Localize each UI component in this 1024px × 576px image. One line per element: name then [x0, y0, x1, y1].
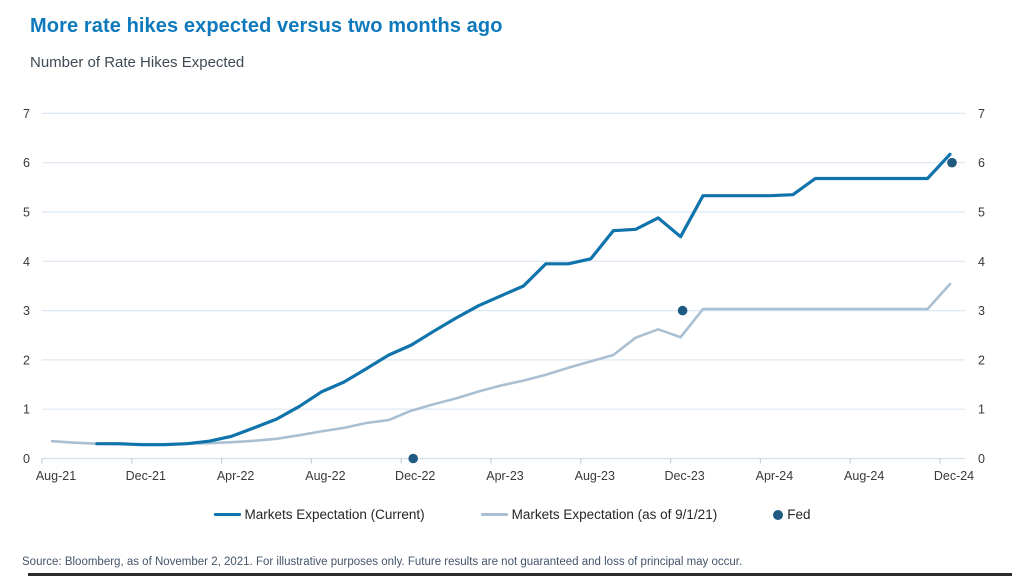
y-axis-label-left: 6 — [23, 156, 30, 170]
legend-label-markets-prior: Markets Expectation (as of 9/1/21) — [511, 507, 718, 522]
fed-dot-swatch-icon — [773, 509, 784, 520]
y-axis-label-right: 7 — [978, 107, 985, 121]
y-axis-label-right: 1 — [978, 403, 985, 417]
y-axis-label-left: 1 — [23, 403, 30, 417]
bottom-divider-bar — [28, 573, 1012, 576]
y-axis-label-right: 2 — [978, 353, 985, 367]
x-axis-label: Dec-24 — [934, 469, 974, 483]
legend-item-fed: Fed — [773, 507, 810, 522]
page-title: More rate hikes expected versus two mont… — [30, 15, 503, 37]
x-axis-label: Apr-22 — [217, 469, 255, 483]
x-axis-label: Aug-23 — [575, 469, 615, 483]
fed-dot — [408, 453, 419, 464]
legend-item-markets-prior: Markets Expectation (as of 9/1/21) — [480, 507, 718, 522]
legend-label-fed: Fed — [787, 507, 811, 522]
x-axis-label: Aug-24 — [844, 469, 884, 483]
fed-dot — [677, 305, 688, 316]
y-axis-label-right: 5 — [978, 206, 985, 220]
x-axis-label: Dec-23 — [664, 469, 704, 483]
y-axis-label-left: 0 — [23, 452, 30, 466]
line-swatch-prior-icon — [480, 513, 508, 516]
source-disclaimer: Source: Bloomberg, as of November 2, 202… — [22, 556, 743, 568]
series-line-current — [95, 152, 952, 447]
series-line-prior — [50, 282, 952, 446]
y-axis-label-left: 2 — [23, 353, 30, 367]
chart-legend: Markets Expectation (Current) Markets Ex… — [0, 507, 1024, 522]
y-axis-label-right: 6 — [978, 156, 985, 170]
y-axis-label-left: 7 — [23, 107, 30, 121]
fed-dot — [947, 157, 957, 168]
y-axis-label-right: 0 — [978, 452, 985, 466]
y-axis-label-left: 5 — [23, 206, 30, 220]
y-axis-label-left: 4 — [23, 255, 30, 269]
y-axis-label-right: 4 — [978, 255, 985, 269]
x-axis-label: Apr-23 — [486, 469, 524, 483]
chart-subtitle: Number of Rate Hikes Expected — [30, 54, 245, 71]
y-axis-label-right: 3 — [978, 304, 985, 318]
x-axis-label: Dec-21 — [126, 469, 166, 483]
x-axis-label: Aug-21 — [36, 469, 76, 483]
x-axis-label: Aug-22 — [305, 469, 345, 483]
legend-item-markets-current: Markets Expectation (Current) — [213, 507, 425, 522]
x-axis-label: Dec-22 — [395, 469, 435, 483]
legend-label-markets-current: Markets Expectation (Current) — [244, 507, 425, 522]
line-swatch-current-icon — [213, 513, 241, 516]
x-axis-label: Apr-24 — [756, 469, 794, 483]
y-axis-label-left: 3 — [23, 304, 30, 318]
